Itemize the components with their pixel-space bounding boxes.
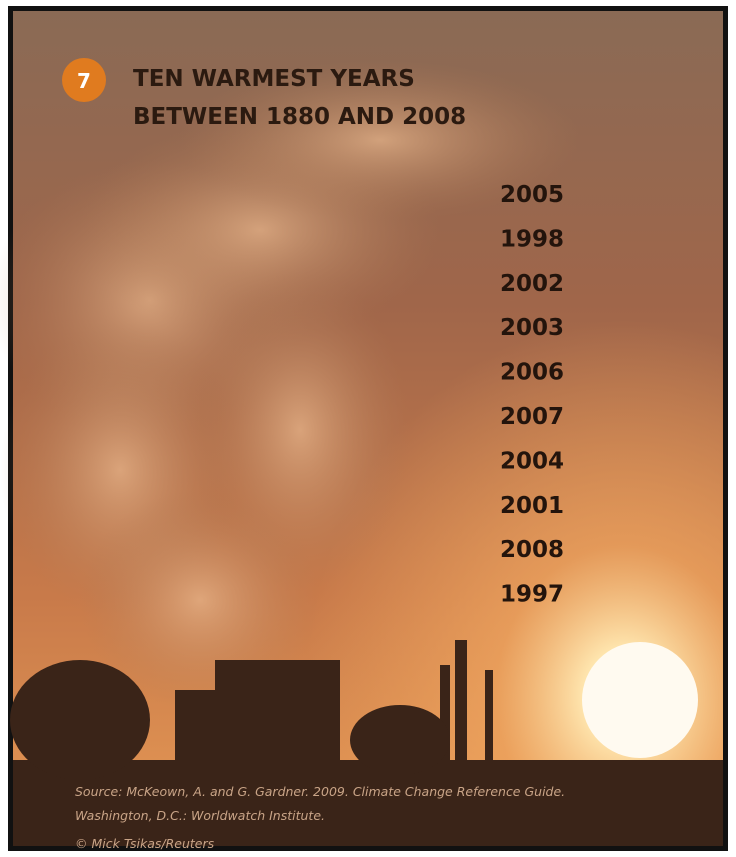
year: 2005 bbox=[500, 182, 564, 208]
year: 2007 bbox=[500, 404, 564, 430]
source: Source: McKeown, A. and G. Gardner. 2009… bbox=[75, 784, 565, 799]
year: 2006 bbox=[500, 360, 564, 386]
year: 2003 bbox=[500, 315, 564, 341]
title-line: BETWEEN 1880 AND 2008 bbox=[133, 104, 466, 130]
year: 1997 bbox=[500, 582, 564, 608]
year: 1998 bbox=[500, 226, 564, 252]
year: 2001 bbox=[500, 493, 564, 519]
sun bbox=[582, 642, 698, 758]
badge-number: 7 bbox=[77, 69, 91, 93]
year: 2004 bbox=[500, 448, 564, 474]
credit: © Mick Tsikas/Reuters bbox=[75, 836, 215, 851]
year: 2002 bbox=[500, 271, 564, 297]
year: 2008 bbox=[500, 537, 564, 563]
source: Washington, D.C.: Worldwatch Institute. bbox=[75, 808, 325, 823]
title-line: TEN WARMEST YEARS bbox=[133, 66, 415, 92]
poster: 7 TEN WARMEST YEARS BETWEEN 1880 AND 200… bbox=[0, 0, 736, 857]
